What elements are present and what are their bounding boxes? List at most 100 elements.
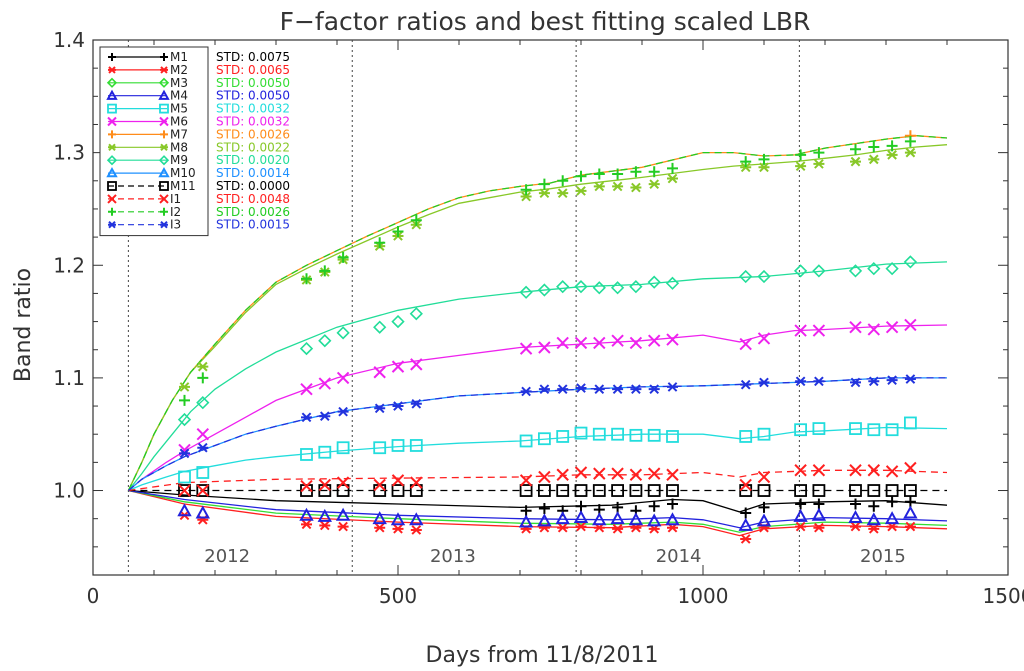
data-point-m9 [574,280,588,294]
data-point-m1 [850,498,861,510]
data-point-i3 [392,401,404,411]
data-point-i1 [757,470,771,484]
data-point-m8 [758,162,770,173]
data-point-i3 [868,376,880,387]
series-line-i1 [128,469,948,492]
data-point-m9 [757,269,771,284]
data-point-i3 [886,375,898,385]
data-point-m6 [629,336,643,350]
data-point-i2 [850,143,861,155]
legend-marker-start [107,181,117,191]
data-point-m4 [335,507,351,521]
data-point-m4 [372,511,387,525]
data-point-i3 [612,384,624,394]
legend-label-m1: M1 [170,50,188,64]
legend-label-i2: I2 [170,205,181,219]
data-point-m4 [195,505,210,519]
data-point-m11 [391,484,405,497]
y-axis-title: Band ratio [11,268,36,382]
legend-marker-end [160,66,168,74]
data-point-m11 [196,484,210,497]
x-tick-label: 1000 [678,584,729,608]
data-point-m8 [795,161,807,171]
data-point-m2 [612,523,624,534]
legend-label-i1: I1 [170,192,181,206]
legend-marker-end [159,181,169,191]
data-point-i3 [557,384,569,394]
legend-box [99,46,209,237]
legend-marker-end [158,77,170,88]
data-point-m6 [666,333,679,346]
data-point-i2 [612,168,624,180]
data-point-i3 [648,384,660,394]
data-point-m2 [410,525,422,535]
data-point-m6 [647,334,661,347]
data-point-i1 [196,484,210,497]
data-point-m4 [793,508,808,522]
legend-marker-start [107,194,117,204]
data-point-m9 [177,412,192,427]
legend-label-m4: M4 [170,89,188,103]
data-point-m4 [811,507,827,521]
data-point-i3 [758,377,770,388]
data-point-m4 [518,514,534,528]
data-point-m1 [886,496,898,508]
legend-marker-start [106,155,118,166]
data-point-i1 [794,464,807,477]
data-point-m9 [793,264,808,278]
data-point-m9 [903,255,918,269]
data-point-m9 [519,285,533,299]
data-point-m5 [647,428,661,442]
data-point-m6 [867,323,881,336]
data-point-i1 [593,467,606,480]
data-point-m6 [885,321,899,334]
data-point-m6 [574,336,588,350]
data-point-m11 [538,484,551,497]
data-point-m11 [336,484,350,497]
data-point-i1 [556,468,569,481]
legend-label-m2: M2 [170,63,188,77]
data-point-m5 [666,430,679,443]
legend-label-m8: M8 [170,140,188,154]
data-point-m11 [611,484,624,497]
data-point-m9 [885,262,899,276]
legend-marker-start [108,130,116,139]
legend-marker-start [107,103,117,114]
data-point-m11 [794,484,807,497]
data-point-m4 [756,513,772,527]
data-point-i3 [520,386,532,397]
legend-marker-end [160,143,168,152]
data-point-m1 [667,498,678,510]
legend-std-m9: STD: 0.0020 [216,153,290,167]
series-line-m7 [127,135,948,491]
legend-marker-start [108,207,116,216]
data-point-i2 [667,162,678,174]
data-point-m8 [904,147,916,158]
data-point-m4 [177,503,192,517]
data-point-i2 [813,147,825,159]
data-point-m6 [812,324,826,337]
data-point-i3 [904,374,916,384]
data-point-i2 [301,273,312,285]
data-point-m6 [757,332,771,345]
data-point-i1 [391,474,405,487]
data-point-i3 [197,442,209,453]
data-point-m8 [850,156,861,167]
legend: M1 STD: 0.0075 M2 STD: 0.0065 M3 STD: 0.0050 M… [99,46,290,237]
data-point-i3 [740,379,752,390]
data-point-i1 [904,461,917,475]
legend-marker-end [159,116,169,127]
data-point-m5 [867,423,881,437]
data-point-m1 [758,501,770,513]
data-point-m4 [884,511,900,525]
data-point-m6 [794,324,807,337]
data-point-i2 [758,153,770,165]
data-point-m6 [318,377,332,390]
data-point-m4 [738,517,753,531]
data-point-m1 [612,501,624,513]
legend-std-m7: STD: 0.0026 [216,127,290,141]
data-point-m6 [556,336,569,350]
data-point-m4 [628,512,644,526]
data-point-m6 [538,341,551,354]
